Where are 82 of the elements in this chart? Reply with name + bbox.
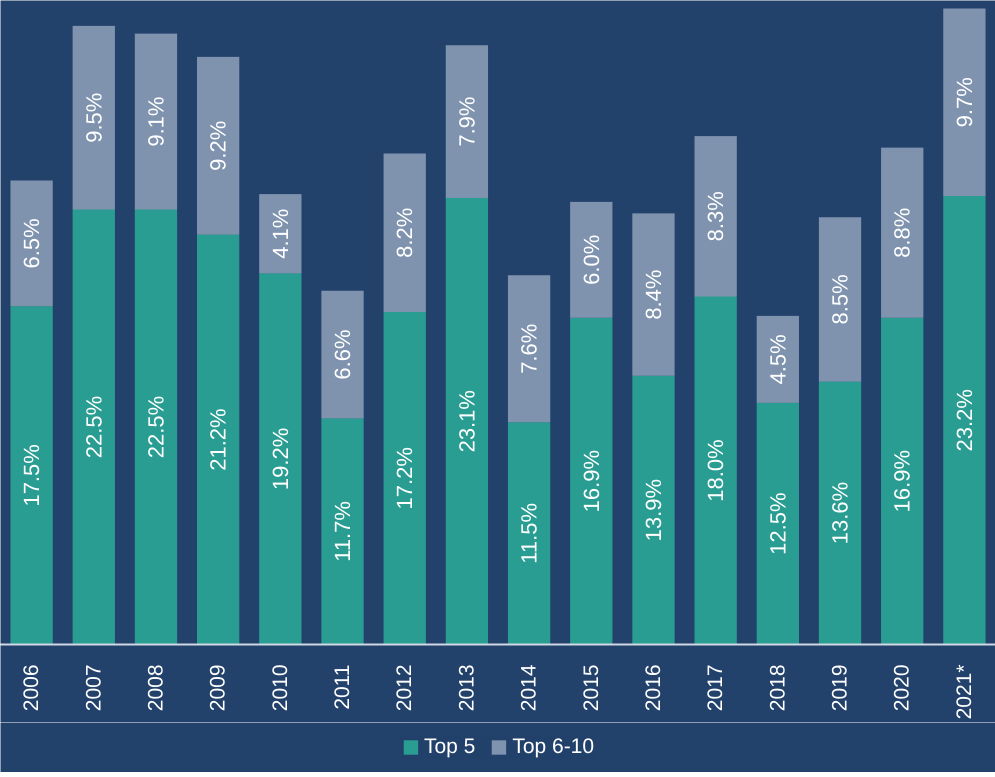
- legend-label: Top 6-10: [512, 735, 594, 759]
- x-tick-label: 2010: [268, 664, 292, 712]
- x-tick-label: 2018: [766, 664, 790, 712]
- legend-label: Top 5: [424, 735, 476, 759]
- x-tick-label: 2016: [642, 664, 665, 712]
- data-label: 6.0%: [578, 234, 604, 285]
- bar: [259, 194, 302, 274]
- bar: [508, 422, 550, 644]
- bar: [72, 210, 115, 644]
- bar: [197, 56, 240, 235]
- bar: [818, 382, 862, 644]
- bar: [632, 213, 675, 376]
- x-tick-label: 2009: [206, 664, 230, 712]
- data-label: 16.9%: [890, 450, 915, 512]
- data-label: 16.9%: [578, 450, 604, 512]
- x-tick-label: 2020: [890, 664, 914, 712]
- data-label: 22.5%: [81, 396, 106, 458]
- data-label: 9.7%: [952, 77, 977, 128]
- bar: [570, 318, 612, 644]
- bar: [570, 202, 612, 318]
- data-label: 22.5%: [143, 396, 168, 458]
- data-label: 12.5%: [765, 492, 790, 555]
- bar: [818, 217, 862, 382]
- x-tick-label: 2015: [580, 664, 603, 712]
- bar: [321, 290, 364, 418]
- x-tick-label: 2006: [20, 664, 44, 712]
- data-label: 6.5%: [19, 218, 44, 268]
- data-label: 6.6%: [330, 329, 356, 380]
- x-tick-label: 2012: [393, 664, 416, 712]
- bar: [881, 318, 924, 644]
- bar: [694, 296, 737, 644]
- bar: [197, 234, 240, 644]
- data-label: 9.2%: [206, 120, 231, 171]
- bar: [72, 26, 115, 210]
- x-tick-label: 2017: [704, 664, 728, 712]
- data-label: 17.2%: [392, 447, 418, 510]
- bar: [943, 8, 986, 196]
- data-label: 4.5%: [765, 334, 790, 384]
- data-label: 7.6%: [516, 324, 542, 374]
- bar: [632, 376, 675, 644]
- data-label: 13.6%: [828, 482, 853, 544]
- bar: [446, 45, 488, 198]
- x-tick-label: 2013: [455, 664, 478, 712]
- data-label: 7.9%: [454, 96, 480, 147]
- x-tick-label: 2019: [828, 664, 852, 712]
- data-label: 11.5%: [516, 502, 542, 564]
- bar: [756, 402, 799, 644]
- bar: [756, 316, 799, 403]
- bar: [10, 180, 53, 306]
- data-label: 21.2%: [206, 408, 231, 471]
- data-label: 23.1%: [454, 390, 480, 452]
- data-label: 17.5%: [19, 444, 44, 507]
- bar: [508, 275, 550, 422]
- data-label: 8.8%: [890, 208, 915, 258]
- data-label: 8.3%: [703, 191, 728, 242]
- x-tick-label: 2021*: [952, 664, 976, 720]
- bar: [321, 418, 364, 644]
- bar: [134, 210, 178, 644]
- bar: [10, 306, 53, 644]
- bar: [943, 196, 986, 644]
- x-tick-label: 2008: [144, 664, 168, 712]
- bar: [134, 34, 178, 210]
- bar: [694, 136, 737, 297]
- data-label: 9.5%: [81, 92, 106, 143]
- data-label: 18.0%: [703, 439, 728, 502]
- data-label: 4.1%: [268, 208, 293, 259]
- bar: [259, 273, 302, 644]
- data-label: 8.2%: [392, 208, 418, 258]
- data-label: 23.2%: [952, 389, 977, 452]
- data-label: 8.4%: [640, 270, 666, 320]
- bar: [881, 148, 924, 318]
- bar: [446, 198, 488, 644]
- x-tick-label: 2014: [518, 664, 541, 712]
- data-label: 13.9%: [640, 478, 666, 542]
- x-tick-label: 2007: [82, 664, 106, 712]
- data-label: 8.5%: [828, 274, 853, 325]
- bar: [384, 153, 426, 312]
- bar: [384, 312, 426, 644]
- data-label: 19.2%: [268, 428, 293, 490]
- data-label: 9.1%: [143, 96, 168, 147]
- data-label: 11.7%: [330, 501, 356, 562]
- x-tick-label: 2011: [331, 664, 354, 710]
